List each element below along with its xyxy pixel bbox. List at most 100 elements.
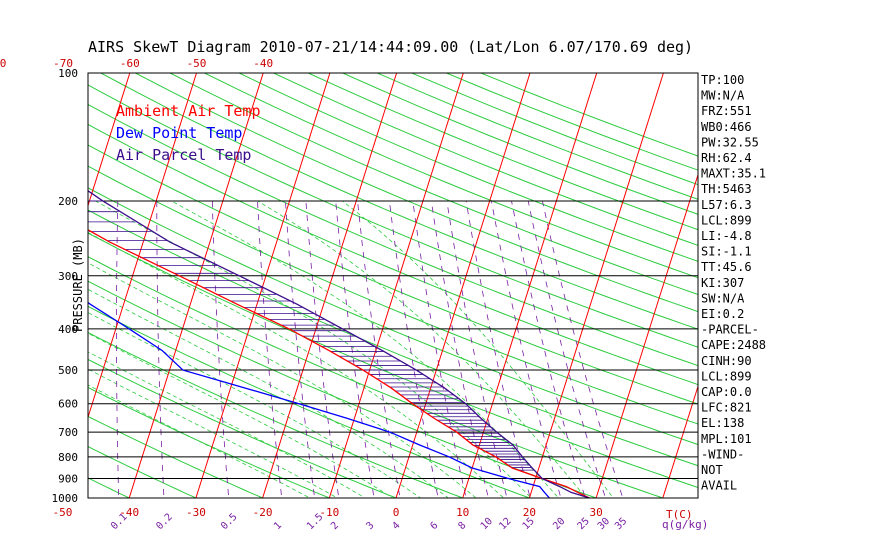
- dry-adiabat: [88, 84, 698, 348]
- mixing-ratio-tick-label: 12: [497, 516, 513, 532]
- isotherm: [595, 173, 698, 498]
- mixing-ratio-line: [412, 200, 467, 498]
- index-entry: FRZ:551: [701, 104, 752, 118]
- dry-adiabat: [88, 331, 465, 498]
- index-entry: MAXT:35.1: [701, 167, 766, 181]
- isotherm: [88, 73, 131, 208]
- mixing-ratio-tick-label: 4: [390, 520, 402, 532]
- index-entry: EI:0.2: [701, 307, 744, 321]
- mixing-ratio-tick-label: 1: [272, 520, 284, 532]
- air-parcel-temp-line: [88, 189, 590, 498]
- index-entry: PW:32.55: [701, 135, 759, 149]
- index-entry: CINH:90: [701, 354, 752, 368]
- index-entry: WB0:466: [701, 120, 752, 134]
- isotherm: [528, 73, 664, 498]
- dry-adiabat: [88, 386, 331, 498]
- isotherm: [793, 64, 870, 507]
- bottom-temp-tick-label: -40: [119, 506, 139, 519]
- dry-adiabat: [88, 415, 264, 498]
- top-temp-tick-label: -60: [120, 57, 140, 70]
- mixing-ratio-line: [527, 200, 606, 498]
- pressure-tick-label: 300: [58, 270, 78, 283]
- mixing-ratio-line: [446, 200, 508, 498]
- mixing-ratio-line: [305, 200, 340, 498]
- pressure-tick-label: 800: [58, 451, 78, 464]
- dry-adiabat: [88, 103, 698, 367]
- index-entry: EL:138: [701, 416, 744, 430]
- index-entry: MPL:101: [701, 432, 752, 446]
- y-axis-label: PRESSURE (MB): [71, 238, 85, 332]
- dry-adiabat: [377, 73, 698, 200]
- mixing-ratio-line: [116, 200, 120, 498]
- dry-adiabat: [169, 73, 698, 296]
- moist-adiabat: [95, 200, 532, 498]
- mixing-ratio-line: [257, 200, 283, 498]
- mixing-ratio-label: q(g/kg): [662, 518, 708, 531]
- moist-adiabat: [341, 200, 614, 498]
- moist-adiabat: [171, 200, 560, 498]
- chart-title: AIRS SkewT Diagram 2010-07-21/14:44:09.0…: [88, 38, 693, 56]
- isotherm: [88, 73, 198, 419]
- dry-adiabat: [88, 123, 698, 386]
- bottom-temp-tick-label: -50: [53, 506, 73, 519]
- dry-adiabat: [135, 73, 698, 313]
- mixing-ratio-line: [357, 200, 401, 498]
- index-entry: RH:62.4: [701, 151, 752, 165]
- mixing-ratio-tick-label: 0.2: [154, 512, 175, 533]
- isotherm: [262, 73, 398, 498]
- grid-layer: [0, 64, 870, 507]
- index-entry: TH:5463: [701, 182, 752, 196]
- pressure-tick-label: 500: [58, 364, 78, 377]
- pressure-tick-label: 700: [58, 426, 78, 439]
- moist-adiabat: [88, 312, 422, 498]
- series-layer: [88, 189, 590, 498]
- legend-entry: Dew Point Temp: [116, 124, 242, 142]
- index-entry: TP:100: [701, 73, 744, 87]
- top-temp-tick-label: -40: [253, 57, 273, 70]
- mixing-ratio-line: [430, 200, 489, 498]
- index-entry: MW:N/A: [701, 89, 745, 103]
- isotherm: [0, 64, 66, 507]
- dry-adiabat: [88, 305, 531, 498]
- index-entry: LCL:899: [701, 213, 752, 227]
- pressure-tick-label: 1000: [52, 492, 79, 505]
- pressure-tick-label: 200: [58, 195, 78, 208]
- index-entry: CAP:0.0: [701, 385, 752, 399]
- mixing-ratio-line: [465, 200, 531, 498]
- index-entry: LCL:899: [701, 369, 752, 383]
- index-entry: LI:-4.8: [701, 229, 752, 243]
- index-entry: KI:307: [701, 276, 744, 290]
- index-entry: SI:-1.1: [701, 245, 752, 259]
- index-entry: AVAIL: [701, 479, 737, 493]
- mixing-ratio-tick-label: 2: [329, 520, 341, 532]
- moist-adiabat: [88, 368, 339, 498]
- dry-adiabat: [204, 73, 698, 279]
- moist-adiabat: [88, 231, 505, 498]
- index-entry: NOT: [701, 463, 723, 477]
- dry-adiabat: [88, 232, 698, 489]
- mixing-ratio-tick-label: 3: [364, 520, 376, 532]
- mixing-ratio-line: [156, 200, 165, 498]
- isotherm: [328, 73, 464, 498]
- dry-adiabat: [342, 73, 698, 215]
- pressure-tick-label: 900: [58, 473, 78, 486]
- mixing-ratio-tick-label: 6: [428, 520, 440, 532]
- top-temp-tick-label: -50: [187, 57, 207, 70]
- moist-adiabat: [88, 384, 311, 498]
- bottom-temp-tick-label: 30: [589, 506, 602, 519]
- bottom-temp-tick-label: -10: [319, 506, 339, 519]
- dry-adiabat: [88, 209, 698, 467]
- dry-adiabat: [238, 73, 698, 262]
- mixing-ratio-tick-label: 8: [456, 520, 468, 532]
- legend-entry: Air Parcel Temp: [116, 146, 251, 164]
- isotherm: [195, 73, 331, 498]
- dry-adiabat: [88, 256, 665, 498]
- isotherm: [395, 73, 531, 498]
- mixing-ratio-line: [542, 200, 624, 498]
- bottom-temp-tick-label: -30: [186, 506, 206, 519]
- ambient-air-temp-line: [88, 229, 590, 498]
- dry-adiabat: [88, 445, 198, 498]
- pressure-tick-label: 600: [58, 398, 78, 411]
